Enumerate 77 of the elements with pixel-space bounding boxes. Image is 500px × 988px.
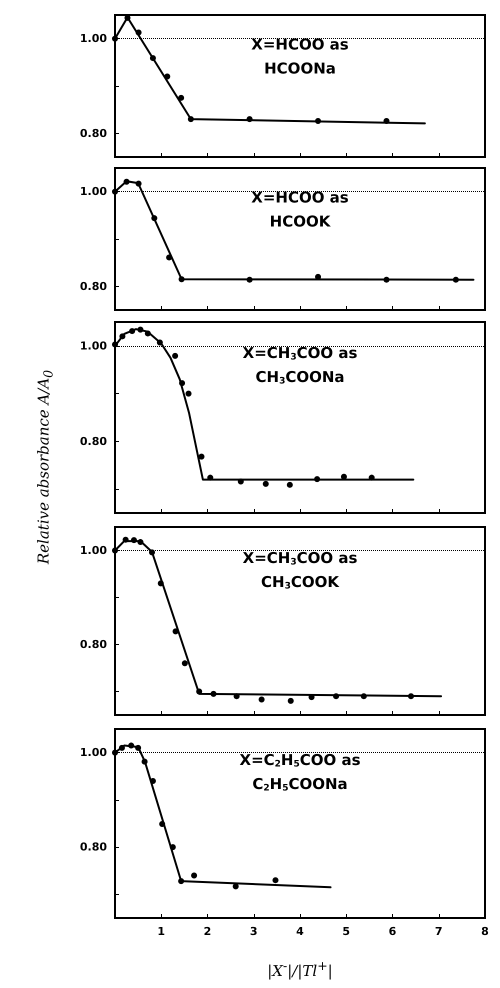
point (178, 878, 184, 884)
point (158, 580, 164, 586)
point (258, 696, 265, 702)
point (118, 744, 125, 751)
point (198, 454, 204, 460)
x-tick-label: 3 (250, 925, 258, 938)
annotation: HCOOK (270, 212, 332, 230)
point (262, 480, 269, 487)
point (172, 352, 178, 359)
point (178, 276, 185, 282)
x-tick-label: 6 (388, 925, 397, 938)
point (130, 537, 137, 544)
point (135, 744, 142, 751)
point (150, 55, 156, 62)
point (383, 118, 390, 124)
point (178, 94, 184, 101)
x-tick-label: 7 (434, 925, 443, 938)
point (383, 276, 390, 283)
point (156, 340, 163, 346)
point (234, 693, 240, 700)
point (136, 180, 142, 187)
point (272, 877, 278, 884)
point (315, 118, 322, 124)
y-tick-label: 1.00 (80, 544, 108, 557)
y-tick-label: 0.80 (80, 434, 108, 448)
point (314, 476, 320, 482)
point (246, 116, 253, 122)
point (119, 333, 126, 340)
point (136, 30, 142, 36)
y-tick-label: 0.80 (80, 280, 108, 293)
x-tick-label: 8 (481, 925, 489, 938)
point (191, 872, 198, 878)
point (408, 693, 414, 700)
x-tick-label: 4 (296, 925, 304, 938)
point (137, 539, 144, 546)
y-tick-label: 1.00 (80, 746, 108, 760)
point (128, 742, 134, 749)
y-tick-label: 1.00 (80, 339, 108, 352)
point (182, 660, 188, 666)
point (164, 74, 170, 80)
point (238, 478, 244, 484)
point (129, 328, 136, 334)
x-tick-label: 2 (204, 925, 212, 938)
point (188, 116, 194, 122)
point (210, 690, 217, 697)
point (246, 276, 253, 283)
point (196, 688, 202, 694)
annotation: X=HCOO as (251, 36, 349, 54)
x-tick-label: 5 (342, 925, 350, 938)
point (186, 390, 192, 397)
point (170, 844, 176, 850)
point (144, 330, 151, 336)
annotation: HCOONa (264, 60, 336, 78)
y-tick-label: 0.80 (80, 126, 108, 140)
point (137, 326, 144, 333)
annotation: X=HCOO as (251, 188, 349, 206)
point (360, 693, 367, 700)
point (207, 474, 214, 481)
point (286, 482, 293, 488)
point (142, 758, 148, 765)
x-axis-title: |X$^{-}$|/|Tl$^{+}$| (267, 958, 333, 980)
point (150, 778, 156, 784)
y-tick-label: 0.80 (80, 840, 108, 854)
point (159, 820, 166, 827)
point (124, 178, 130, 185)
point (122, 536, 129, 543)
point (333, 693, 340, 700)
point (149, 549, 155, 556)
y-tick-label: 0.80 (80, 638, 108, 651)
point (368, 474, 375, 481)
point (452, 276, 459, 283)
point (151, 215, 158, 222)
point (288, 698, 294, 704)
x-tick-label: 1 (157, 925, 166, 938)
y-tick-label: 1.00 (80, 185, 108, 198)
point (179, 380, 186, 386)
y-tick-label: 1.00 (80, 32, 108, 46)
